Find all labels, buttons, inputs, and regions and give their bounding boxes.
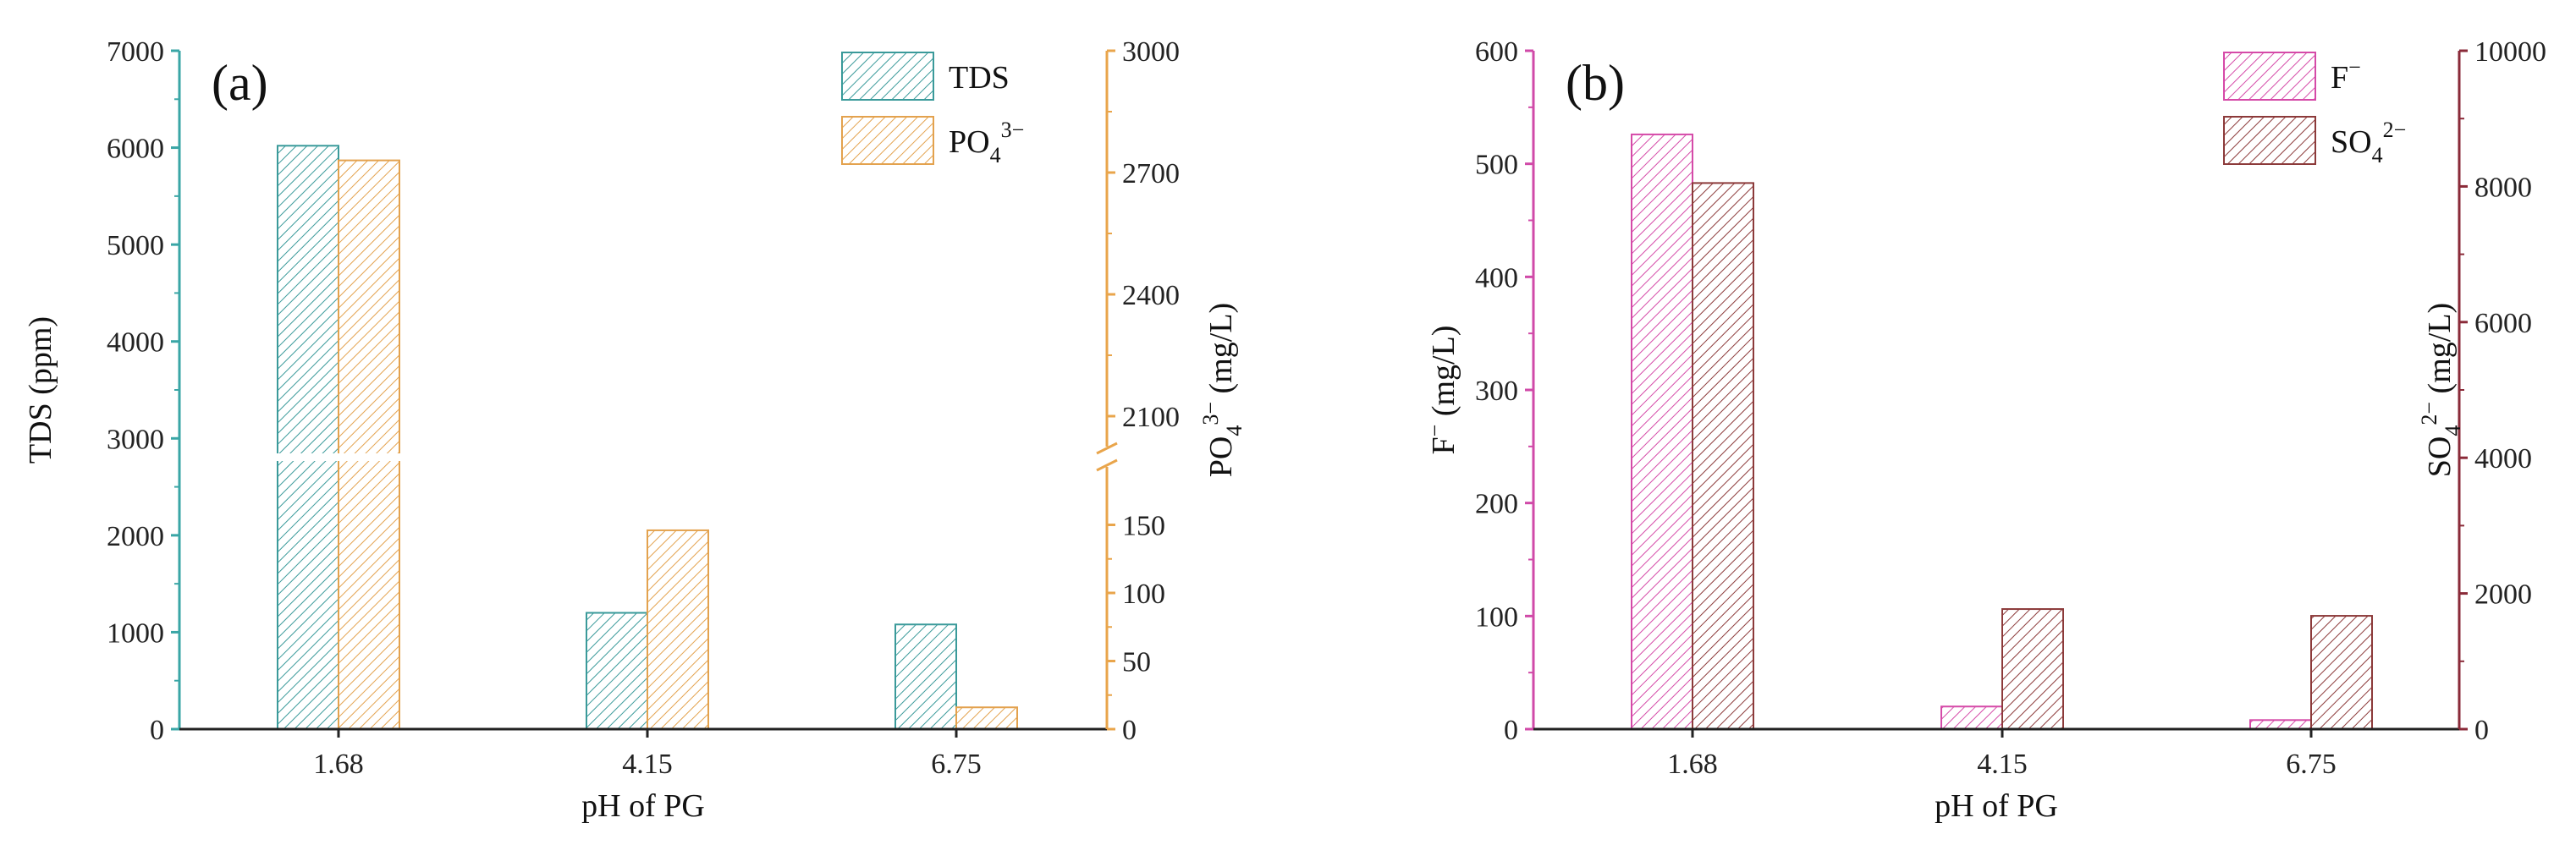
x-tick-label: 1.68 — [313, 749, 364, 780]
legend-name-sub: 4 — [2372, 143, 2383, 167]
right-tick-label: 3000 — [1122, 36, 1180, 68]
chart-panel-b: 0100200300400500600020004000600080001000… — [1423, 36, 2546, 824]
legend-name-sup: 3− — [1001, 118, 1025, 142]
left-tick-label: 1000 — [107, 617, 164, 649]
panel-label: (a) — [212, 55, 268, 111]
left-tick-label: 200 — [1475, 489, 1518, 520]
right-tick-label: 0 — [1122, 715, 1137, 746]
left-tick-label: 400 — [1475, 262, 1518, 294]
right-axis-title-unit: (mg/L) — [2422, 303, 2458, 402]
axis-break-mark — [1096, 442, 1118, 455]
x-tick-label: 1.68 — [1667, 749, 1718, 780]
legend-name-sup: 2− — [2383, 118, 2407, 142]
left-tick-label: 300 — [1475, 376, 1518, 407]
x-tick-label: 4.15 — [1977, 749, 2028, 780]
legend-name-sub: 4 — [990, 143, 1001, 167]
legend-label-2: PO43− — [949, 118, 1024, 167]
right-axis-title-base: SO — [2422, 436, 2458, 478]
bar-series1-6_75 — [894, 623, 957, 731]
legend-swatch-1 — [2223, 52, 2316, 101]
legend-label-1: TDS — [949, 60, 1010, 96]
legend-name: TDS — [949, 60, 1010, 96]
legend-name: SO — [2331, 124, 2372, 160]
right-tick-label: 2000 — [2474, 579, 2532, 611]
legend-swatch-1 — [841, 52, 934, 101]
legend-name-sup: − — [2348, 55, 2361, 80]
bar-break-gap — [274, 453, 403, 461]
right-axis-title: SO42− (mg/L) — [2417, 303, 2465, 477]
legend-swatch-2 — [841, 116, 934, 165]
bar-series2-1_68 — [1692, 182, 1754, 730]
bar-series2-4_15 — [2001, 608, 2064, 731]
right-axis-title-unit: (mg/L) — [1203, 303, 1239, 402]
right-tick-label: 2700 — [1122, 158, 1180, 189]
right-tick-label: 2100 — [1122, 402, 1180, 433]
left-axis-title: F− (mg/L) — [1423, 326, 1461, 455]
right-tick-label: 0 — [2474, 715, 2489, 746]
bar-series2-6_75 — [2310, 615, 2373, 730]
left-tick-label: 2000 — [107, 521, 164, 552]
left-tick-label: 0 — [150, 715, 164, 746]
left-tick-label: 7000 — [107, 36, 164, 68]
x-tick-label: 6.75 — [2286, 749, 2337, 780]
legend-name: PO — [949, 124, 990, 160]
x-tick-label: 4.15 — [622, 749, 673, 780]
legend-label-2: SO42− — [2331, 118, 2406, 167]
axis-break-mark — [1096, 458, 1118, 472]
legend-label-1: F− — [2331, 55, 2361, 96]
right-tick-label: 10000 — [2474, 36, 2546, 68]
bar-series1-1_68 — [1631, 133, 1693, 730]
panel-label: (b) — [1566, 55, 1625, 111]
right-tick-label: 8000 — [2474, 172, 2532, 203]
left-tick-label: 6000 — [107, 134, 164, 165]
x-axis-title: pH of PG — [1935, 788, 2058, 824]
bar-series1-4_15 — [1940, 705, 2003, 730]
right-axis-title-sub: 4 — [2441, 425, 2465, 436]
bar-series1-4_15 — [586, 612, 648, 730]
left-tick-label: 5000 — [107, 230, 164, 261]
right-axis-title-sub: 4 — [1222, 425, 1247, 436]
left-tick-label: 600 — [1475, 36, 1518, 68]
bar-series2-4_15 — [647, 529, 709, 730]
chart-panel-a: 0 1000 2000 3000 4000 5000 6000 7000 0 50 100 150 21… — [23, 36, 1247, 824]
left-tick-label: 3000 — [107, 424, 164, 455]
left-tick-label: 0 — [1504, 715, 1518, 746]
right-tick-label: 4000 — [2474, 443, 2532, 475]
right-tick-label: 100 — [1122, 579, 1165, 610]
right-tick-label: 6000 — [2474, 308, 2532, 339]
right-tick-label: 2400 — [1122, 280, 1180, 311]
right-tick-label: 50 — [1122, 647, 1151, 678]
bar-series1-1_68 — [277, 145, 339, 730]
left-tick-label: 500 — [1475, 150, 1518, 181]
left-tick-label: 100 — [1475, 601, 1518, 633]
bar-series2-6_75 — [955, 706, 1018, 730]
right-axis-title-base: PO — [1203, 436, 1239, 478]
left-axis-title-base: F — [1426, 436, 1461, 454]
bar-series2-1_68 — [338, 159, 400, 731]
legend-name: F — [2331, 60, 2348, 96]
right-axis-title-sup: 2− — [2417, 402, 2441, 425]
x-axis-title: pH of PG — [581, 788, 705, 824]
left-axis-title-unit: (mg/L) — [1426, 326, 1461, 425]
legend-swatch-2 — [2223, 116, 2316, 165]
left-axis-title-sup: − — [1423, 425, 1447, 437]
x-tick-label: 6.75 — [931, 749, 982, 780]
right-axis-title: PO43− (mg/L) — [1198, 303, 1247, 477]
right-tick-label: 150 — [1122, 511, 1165, 542]
right-axis-title-sup: 3− — [1198, 402, 1223, 425]
bar-series1-6_75 — [2249, 719, 2312, 730]
left-axis-title: TDS (ppm) — [23, 316, 58, 464]
left-tick-label: 4000 — [107, 327, 164, 359]
